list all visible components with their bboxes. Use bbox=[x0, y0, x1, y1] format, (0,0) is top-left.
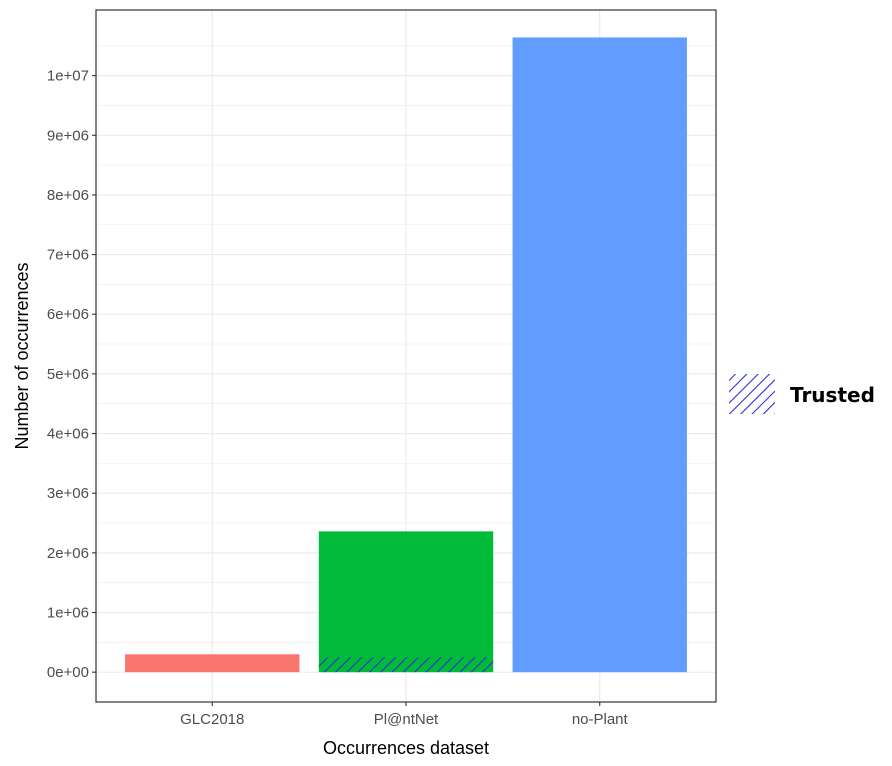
x-tick-label: no-Plant bbox=[572, 711, 629, 728]
legend: Trusted bbox=[729, 374, 875, 414]
trusted-segment bbox=[318, 657, 494, 673]
bar-pl-ntnet bbox=[318, 531, 494, 673]
y-axis: 0e+00 1e+06 2e+06 3e+06 4e+06 5e+06 6e+06 7e+06… bbox=[47, 68, 96, 681]
x-tick-label: Pl@ntNet bbox=[374, 711, 439, 728]
legend-label-trusted: Trusted bbox=[790, 383, 875, 407]
y-axis-title: Number of occurrences bbox=[12, 262, 32, 449]
bars bbox=[125, 37, 687, 673]
y-tick-label: 5e+06 bbox=[47, 366, 89, 383]
x-axis: GLC2018 Pl@ntNet no-Plant bbox=[180, 702, 629, 728]
x-axis-title: Occurrences dataset bbox=[323, 738, 489, 758]
y-tick-label: 0e+00 bbox=[47, 664, 89, 681]
y-tick-label: 7e+06 bbox=[47, 247, 89, 264]
y-tick-label: 6e+06 bbox=[47, 306, 89, 323]
y-tick-label: 1e+06 bbox=[47, 605, 89, 622]
bar-glc2018 bbox=[125, 654, 300, 673]
y-tick-label: 8e+06 bbox=[47, 187, 89, 204]
x-tick-label: GLC2018 bbox=[180, 711, 244, 728]
y-tick-label: 4e+06 bbox=[47, 426, 89, 443]
y-tick-label: 2e+06 bbox=[47, 545, 89, 562]
y-tick-label: 3e+06 bbox=[47, 485, 89, 502]
bar-no-plant bbox=[512, 37, 687, 673]
y-tick-label: 9e+06 bbox=[47, 127, 89, 144]
legend-key-trusted bbox=[729, 374, 775, 414]
y-tick-label: 1e+07 bbox=[47, 68, 89, 85]
